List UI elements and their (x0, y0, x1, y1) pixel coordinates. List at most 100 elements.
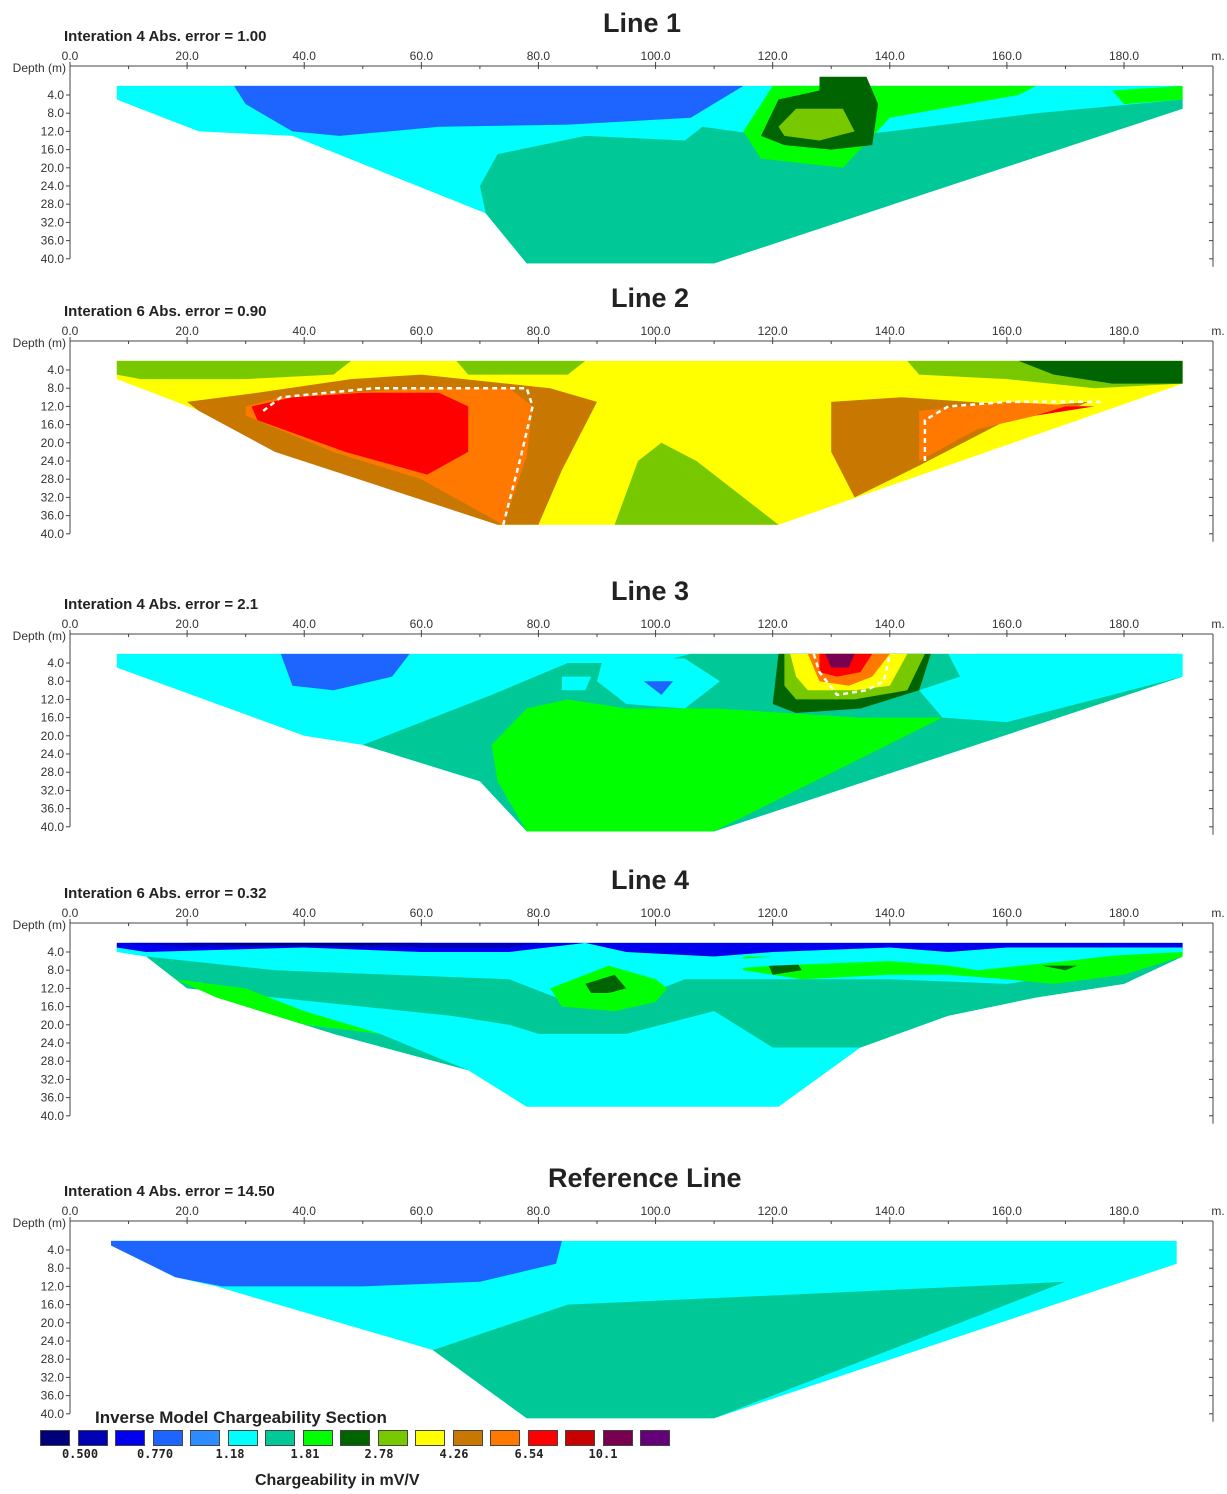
legend-swatch (565, 1430, 595, 1446)
x-tick-label: 40.0 (293, 49, 317, 63)
x-tick-label: 100.0 (641, 906, 671, 920)
iteration-label: Interation 4 Abs. error = 2.1 (64, 596, 259, 613)
x-tick-label: 60.0 (410, 49, 434, 63)
chargeability-region (825, 653, 855, 668)
legend-unit: Chargeability in mV/V (255, 1472, 420, 1490)
chargeability-region (614, 442, 779, 525)
chargeability-region (456, 360, 586, 375)
chargeability-region (146, 956, 1183, 1048)
y-tick-label: 16.0 (41, 711, 65, 725)
x-tick-label: 60.0 (410, 617, 434, 631)
x-tick-label: 160.0 (992, 324, 1022, 338)
y-tick-label: 4.0 (47, 88, 64, 102)
chargeability-region (234, 85, 744, 136)
y-tick-label: 8.0 (47, 674, 64, 688)
y-tick-label: 32.0 (41, 490, 65, 504)
panel-title: Line 1 (603, 8, 682, 38)
y-tick-label: 28.0 (41, 1352, 65, 1366)
x-tick-label: 80.0 (527, 617, 551, 631)
legend-unit-rest: in mV/V (360, 1472, 420, 1489)
y-tick-label: 20.0 (41, 161, 65, 175)
chargeability-region (111, 1240, 562, 1287)
x-tick-label: 40.0 (293, 906, 317, 920)
chargeability-region (831, 397, 1089, 498)
x-tick-label: 140.0 (875, 617, 905, 631)
chargeability-region (561, 676, 592, 691)
x-tick-label: 0.0 (62, 1204, 79, 1218)
y-tick-label: 24.0 (41, 1334, 65, 1348)
y-tick-label: 32.0 (41, 1370, 65, 1384)
y-tick-label: 20.0 (41, 436, 65, 450)
legend-swatch (152, 1430, 183, 1446)
legend-value-label: 1.18 (215, 1447, 245, 1461)
x-tick-label: 80.0 (527, 324, 551, 338)
legend-value-label: 2.78 (364, 1447, 394, 1461)
x-tick-label: 180.0 (1109, 1204, 1139, 1218)
legend-swatch (490, 1430, 520, 1446)
y-tick-label: 4.0 (47, 656, 64, 670)
y-tick-label: 12.0 (41, 692, 65, 706)
panel-title: Line 4 (611, 865, 690, 895)
anomaly-boundary (923, 400, 1101, 461)
panel-title: Line 3 (611, 576, 690, 606)
chargeability-region (146, 947, 1183, 971)
chargeability-region (643, 681, 674, 695)
y-tick-label: 4.0 (47, 1243, 64, 1257)
y-tick-label: 20.0 (41, 1018, 65, 1032)
y-tick-label: 12.0 (41, 124, 65, 138)
y-tick-label: 20.0 (41, 1316, 65, 1330)
x-tick-label: 100.0 (641, 324, 671, 338)
x-tick-label: 120.0 (758, 617, 788, 631)
legend-swatch (190, 1430, 220, 1446)
x-tick-label: 140.0 (875, 906, 905, 920)
legend-swatch (227, 1430, 258, 1446)
x-tick-label: 160.0 (992, 617, 1022, 631)
y-tick-label: 36.0 (41, 802, 65, 816)
y-tick-label: 28.0 (41, 197, 65, 211)
chargeability-region (216, 997, 469, 1071)
y-tick-label: 32.0 (41, 783, 65, 797)
x-tick-label: 100.0 (641, 49, 671, 63)
x-tick-label: 140.0 (875, 49, 905, 63)
chargeability-region (919, 401, 1089, 461)
x-tick-label: 40.0 (293, 1204, 317, 1218)
legend-value-label: 1.81 (290, 1447, 320, 1461)
x-tick-label: 20.0 (175, 1204, 199, 1218)
depth-axis-label: Depth (m) (13, 918, 66, 932)
y-tick-label: 16.0 (41, 1000, 65, 1014)
legend-swatch (265, 1430, 295, 1446)
chargeability-region (1112, 85, 1183, 105)
depth-axis-label: Depth (m) (13, 629, 66, 643)
y-tick-label: 36.0 (41, 234, 65, 248)
chargeability-region (251, 392, 469, 475)
chargeability-region (778, 108, 855, 141)
iteration-label: Interation 6 Abs. error = 0.32 (64, 885, 267, 902)
iteration-label: Interation 6 Abs. error = 0.90 (64, 303, 267, 320)
y-tick-label: 40.0 (41, 820, 65, 834)
legend-swatch (452, 1430, 483, 1446)
x-tick-label: 180.0 (1109, 49, 1139, 63)
x-tick-label: 120.0 (758, 324, 788, 338)
y-tick-label: 8.0 (47, 106, 64, 120)
x-tick-label: 80.0 (527, 1204, 551, 1218)
legend-swatches (40, 1430, 678, 1446)
legend-swatch (640, 1430, 670, 1446)
x-tick-label: 0.0 (62, 324, 79, 338)
legend-title: Inverse Model Chargeability Section (95, 1408, 387, 1427)
chargeability-region (116, 360, 352, 380)
legend-value-label: 4.26 (439, 1447, 469, 1461)
y-tick-label: 24.0 (41, 454, 65, 468)
legend-value-label: 0.500 (61, 1447, 99, 1461)
y-tick-label: 40.0 (41, 527, 65, 541)
legend-swatch (377, 1430, 408, 1446)
iteration-label: Interation 4 Abs. error = 14.50 (64, 1183, 275, 1200)
y-tick-label: 40.0 (41, 252, 65, 266)
x-tick-label: 40.0 (293, 617, 317, 631)
legend-swatch (602, 1430, 633, 1446)
y-tick-label: 4.0 (47, 363, 64, 377)
y-tick-label: 8.0 (47, 963, 64, 977)
